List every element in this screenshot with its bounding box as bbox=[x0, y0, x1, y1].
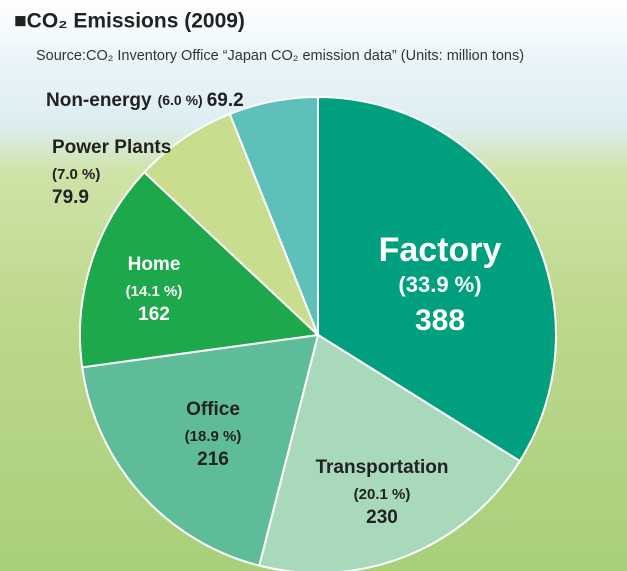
percent-label: (14.1 %) bbox=[126, 283, 183, 300]
percent-label: (20.1 %) bbox=[354, 486, 411, 503]
percent-label: (33.9 %) bbox=[398, 272, 481, 297]
percent-label: (7.0 %) bbox=[52, 166, 100, 183]
pie-slice bbox=[228, 95, 319, 336]
pie-slice bbox=[142, 112, 319, 336]
value-label: 162 bbox=[138, 304, 170, 325]
value-label: 388 bbox=[415, 304, 465, 337]
pie-slice bbox=[81, 333, 320, 567]
chart-title: ■CO₂ Emissions (2009) bbox=[14, 10, 245, 33]
slice-label: Power Plants bbox=[52, 137, 171, 158]
pie-slice bbox=[258, 333, 522, 571]
slice-label: Office bbox=[186, 399, 240, 420]
slice-label-line: Non-energy (6.0 %) 69.2 bbox=[46, 90, 244, 111]
value-label: 79.9 bbox=[52, 187, 89, 208]
percent-label: (6.0 %) bbox=[158, 92, 203, 108]
value-label: 216 bbox=[197, 449, 229, 470]
pie-slice bbox=[79, 170, 321, 369]
slice-label: Factory bbox=[379, 231, 502, 269]
slice-label: Home bbox=[128, 254, 181, 275]
pie-slice bbox=[317, 95, 557, 463]
pie bbox=[79, 95, 557, 571]
value-label: 69.2 bbox=[207, 90, 244, 111]
chart-subtitle: Source:CO₂ Inventory Office “Japan CO₂ e… bbox=[36, 48, 524, 64]
percent-label: (18.9 %) bbox=[185, 428, 242, 445]
value-label: 230 bbox=[366, 507, 398, 528]
slice-label: Transportation bbox=[315, 457, 448, 478]
labels: Factory (33.9 %) 388 Transportation (20.1 %)… bbox=[46, 90, 501, 528]
slice-label: Non-energy bbox=[46, 90, 152, 111]
